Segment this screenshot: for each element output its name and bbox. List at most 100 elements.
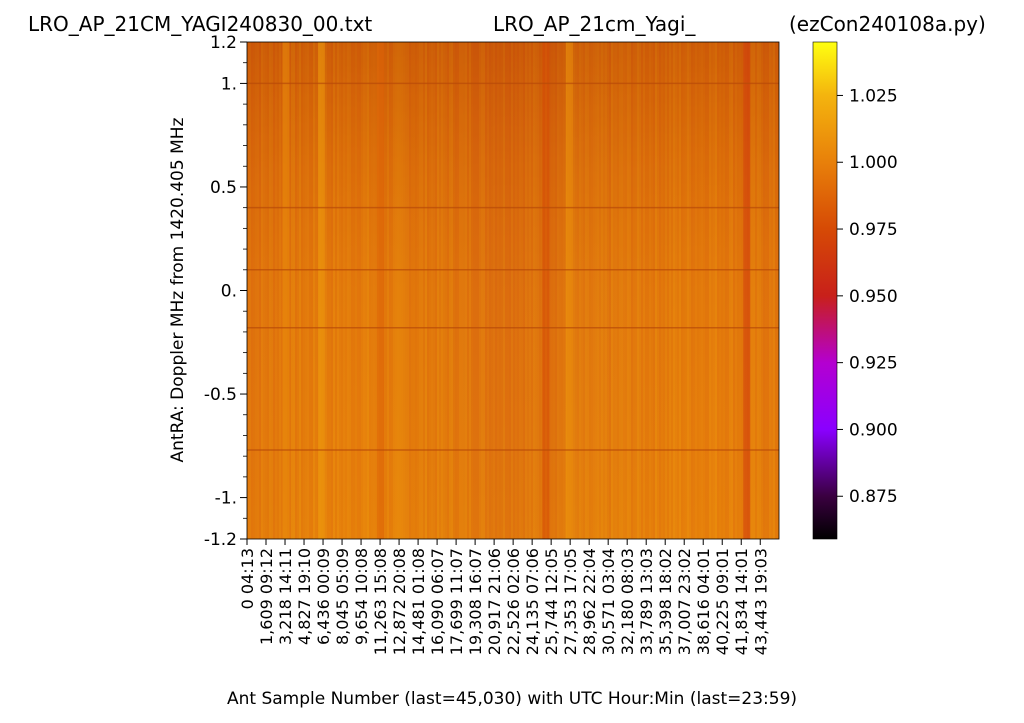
heatmap-column bbox=[375, 42, 377, 539]
heatmap-column bbox=[627, 42, 629, 539]
heatmap-column bbox=[727, 42, 729, 539]
heatmap-column bbox=[719, 42, 721, 539]
heatmap-column bbox=[765, 42, 767, 539]
heatmap-column bbox=[451, 42, 453, 539]
heatmap-column bbox=[773, 42, 775, 539]
heatmap-column bbox=[413, 42, 415, 539]
colorbar-tick-label: 0.975 bbox=[849, 220, 898, 240]
heatmap-column bbox=[735, 42, 737, 539]
heatmap-column bbox=[707, 42, 709, 539]
heatmap-column bbox=[621, 42, 623, 539]
heatmap-column bbox=[499, 42, 501, 539]
heatmap-column bbox=[367, 42, 369, 539]
heatmap-column bbox=[573, 42, 575, 539]
heatmap-column bbox=[497, 42, 499, 539]
heatmap-column bbox=[341, 42, 343, 539]
heatmap-column bbox=[325, 42, 327, 539]
x-tick-label: 37,007 23:02 bbox=[675, 548, 694, 655]
y-tick-label: 1.2 bbox=[210, 33, 237, 53]
heatmap-column bbox=[365, 42, 367, 539]
heatmap-column bbox=[631, 42, 633, 539]
heatmap-column bbox=[359, 42, 361, 539]
heatmap-column bbox=[347, 42, 349, 539]
heatmap-column bbox=[489, 42, 491, 539]
heatmap-column bbox=[297, 42, 299, 539]
heatmap-column bbox=[613, 42, 615, 539]
heatmap-column bbox=[619, 42, 621, 539]
heatmap-column bbox=[739, 42, 741, 539]
heatmap-column-feature bbox=[282, 42, 290, 539]
heatmap-column bbox=[387, 42, 389, 539]
heatmap-column bbox=[557, 42, 559, 539]
heatmap-column bbox=[725, 42, 727, 539]
heatmap-column bbox=[495, 42, 497, 539]
heatmap-column bbox=[623, 42, 625, 539]
heatmap-column-feature bbox=[376, 42, 384, 539]
heatmap-column bbox=[421, 42, 423, 539]
heatmap-column bbox=[439, 42, 441, 539]
heatmap-column bbox=[253, 42, 255, 539]
heatmap-column bbox=[757, 42, 759, 539]
heatmap-column bbox=[461, 42, 463, 539]
heatmap-column bbox=[599, 42, 601, 539]
heatmap-column bbox=[717, 42, 719, 539]
heatmap-column bbox=[255, 42, 257, 539]
heatmap-column bbox=[519, 42, 521, 539]
heatmap-column bbox=[393, 42, 395, 539]
x-tick-label: 33,789 13:03 bbox=[637, 548, 656, 655]
heatmap-column bbox=[315, 42, 317, 539]
y-tick-label: 1. bbox=[221, 74, 237, 94]
heatmap-column bbox=[593, 42, 595, 539]
heatmap-column bbox=[361, 42, 363, 539]
heatmap-column bbox=[309, 42, 311, 539]
x-tick-label: 16,090 06:07 bbox=[428, 548, 447, 655]
heatmap-column bbox=[373, 42, 375, 539]
heatmap-column bbox=[483, 42, 485, 539]
heatmap-column bbox=[417, 42, 419, 539]
heatmap-column bbox=[249, 42, 251, 539]
heatmap-column bbox=[409, 42, 411, 539]
heatmap-column bbox=[251, 42, 253, 539]
heatmap-column bbox=[445, 42, 447, 539]
heatmap-column bbox=[541, 42, 543, 539]
x-tick-label: 17,699 11:07 bbox=[447, 548, 466, 655]
heatmap-column bbox=[639, 42, 641, 539]
heatmap-column bbox=[645, 42, 647, 539]
heatmap-column bbox=[661, 42, 663, 539]
colorbar-tick-label: 1.000 bbox=[849, 153, 898, 173]
heatmap-column bbox=[637, 42, 639, 539]
x-tick-label: 4,827 19:10 bbox=[295, 548, 314, 645]
title-center: LRO_AP_21cm_Yagi_ bbox=[493, 12, 696, 36]
heatmap-column bbox=[487, 42, 489, 539]
heatmap-column bbox=[693, 42, 695, 539]
heatmap-column bbox=[753, 42, 755, 539]
heatmap-column bbox=[553, 42, 555, 539]
heatmap-column bbox=[433, 42, 435, 539]
heatmap-column bbox=[349, 42, 351, 539]
x-tick-label: 43,443 19:03 bbox=[751, 548, 770, 655]
heatmap-column bbox=[651, 42, 653, 539]
heatmap-column bbox=[295, 42, 297, 539]
heatmap-column bbox=[339, 42, 341, 539]
heatmap-column bbox=[385, 42, 387, 539]
heatmap-column bbox=[403, 42, 405, 539]
heatmap-column bbox=[703, 42, 705, 539]
heatmap-column bbox=[775, 42, 777, 539]
x-tick-label: 24,135 07:06 bbox=[523, 548, 542, 655]
x-tick-label: 8,045 05:09 bbox=[333, 548, 352, 645]
heatmap-column bbox=[517, 42, 519, 539]
heatmap-column bbox=[357, 42, 359, 539]
heatmap-column bbox=[273, 42, 275, 539]
heatmap-column bbox=[271, 42, 273, 539]
heatmap-column bbox=[659, 42, 661, 539]
heatmap-column bbox=[609, 42, 611, 539]
heatmap-column bbox=[559, 42, 561, 539]
heatmap-column bbox=[579, 42, 581, 539]
heatmap-column bbox=[529, 42, 531, 539]
heatmap-column bbox=[711, 42, 713, 539]
colorbar-tick-label: 1.025 bbox=[849, 86, 898, 106]
heatmap-column bbox=[331, 42, 333, 539]
heatmap-column bbox=[677, 42, 679, 539]
heatmap-column bbox=[635, 42, 637, 539]
heatmap-column bbox=[531, 42, 533, 539]
